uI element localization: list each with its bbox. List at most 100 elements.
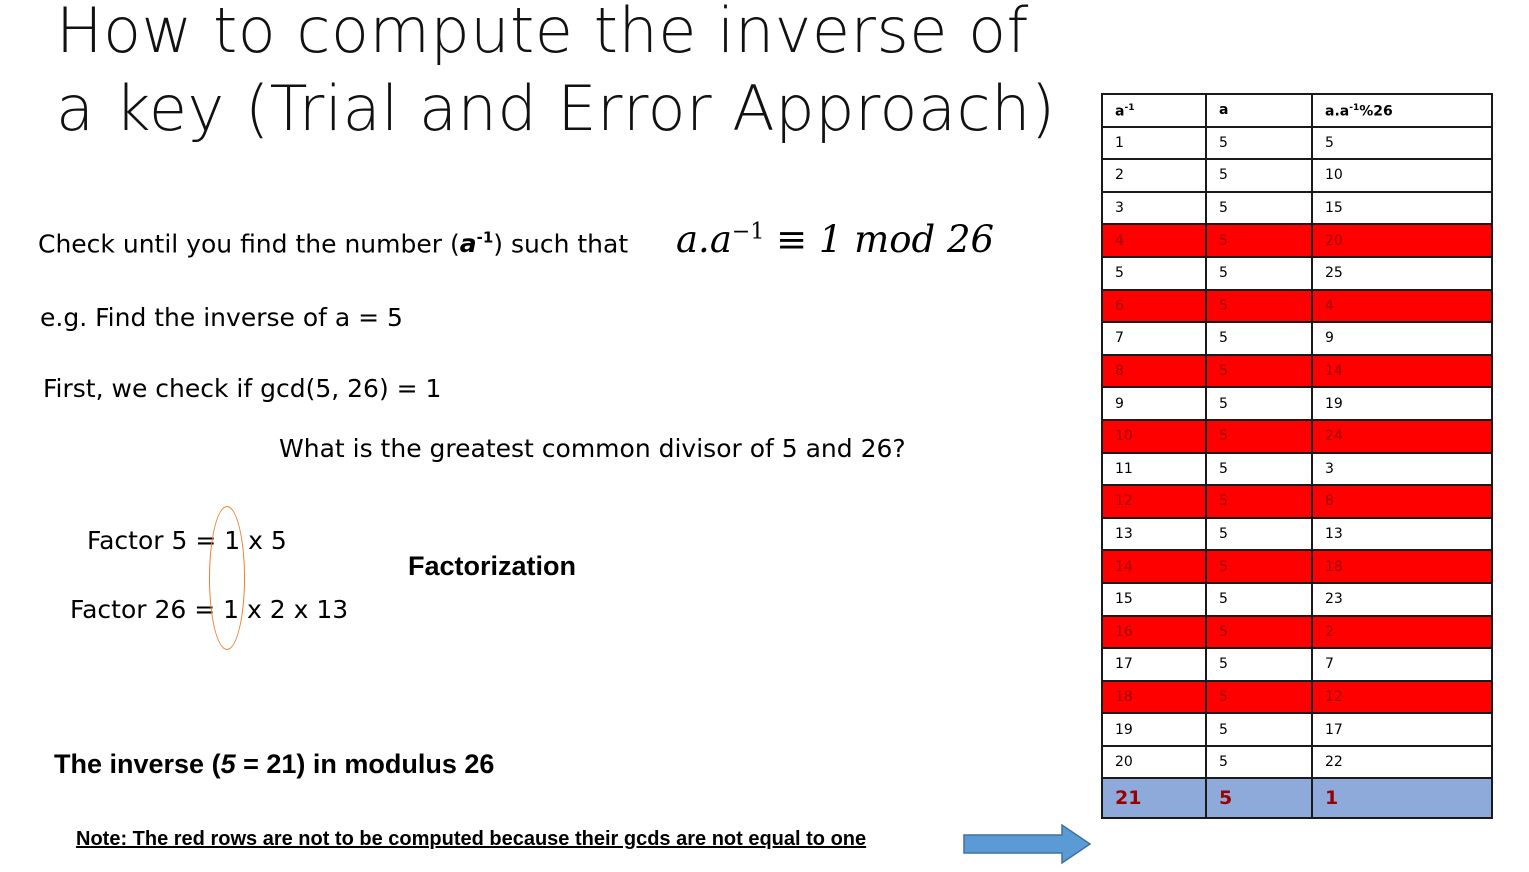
table-row: 19 5 17	[1101, 712, 1493, 747]
check-suffix: ) such that	[493, 229, 629, 259]
product-mod-cell: 4	[1311, 288, 1493, 324]
product-mod-cell: 17	[1311, 712, 1493, 747]
a-cell: 5	[1205, 549, 1313, 584]
a-cell: 5	[1205, 158, 1313, 193]
table-row: 9 5 19	[1101, 386, 1493, 421]
table-row: 8 5 14	[1101, 353, 1493, 389]
table-row: 4 5 20	[1101, 223, 1493, 258]
header-cell-product-mod: a.a-1%26	[1311, 93, 1493, 128]
inverse-cell: 11	[1101, 451, 1207, 487]
formula-base: a.a	[676, 218, 732, 261]
inverse-cell: 7	[1101, 321, 1207, 356]
inverse-cell: 9	[1101, 386, 1207, 421]
a-cell: 5	[1205, 223, 1313, 258]
inverse-cell: 6	[1101, 288, 1207, 324]
check-symbol: a	[459, 229, 477, 259]
inverse-cell: 4	[1101, 223, 1207, 258]
congruence-formula: a.a−1 ≡ 1 mod 26	[676, 218, 994, 261]
a-cell: 5	[1205, 581, 1313, 617]
header-cell-a: a	[1205, 93, 1313, 128]
inverse-cell: 13	[1101, 516, 1207, 552]
gcd-check-text: First, we check if gcd(5, 26) = 1	[43, 374, 442, 403]
inverse-cell: 3	[1101, 190, 1207, 226]
table-row: 20 5 22	[1101, 744, 1493, 780]
inverse-cell: 20	[1101, 744, 1207, 780]
inverse-cell: 5	[1101, 255, 1207, 291]
factor-5: Factor 5 = 1 x 5	[87, 526, 287, 555]
table-row: 15 5 23	[1101, 581, 1493, 617]
table-row: 18 5 12	[1101, 679, 1493, 715]
header-cell-inverse: a-1	[1101, 93, 1207, 128]
a-cell: 5	[1205, 125, 1313, 161]
table-row: 3 5 15	[1101, 190, 1493, 226]
inverse-cell: 8	[1101, 353, 1207, 389]
product-mod-cell: 8	[1311, 484, 1493, 519]
slide-title: How to compute the inverse of a key (Tri…	[56, 0, 1056, 145]
product-mod-cell: 25	[1311, 255, 1493, 291]
inverse-cell: 15	[1101, 581, 1207, 617]
table-row: 17 5 7	[1101, 647, 1493, 682]
inverse-prefix: The inverse (	[54, 749, 221, 779]
table-row: 16 5 2	[1101, 614, 1493, 650]
a-cell: 5	[1205, 353, 1313, 389]
inverse-cell: 19	[1101, 712, 1207, 747]
table-row: 5 5 25	[1101, 255, 1493, 291]
a-cell: 5	[1205, 647, 1313, 682]
a-cell: 5	[1205, 516, 1313, 552]
inverse-cell: 21	[1101, 777, 1207, 820]
check-symbol-exponent: -1	[476, 229, 494, 247]
product-mod-cell: 1	[1311, 777, 1493, 820]
formula-exponent: −1	[731, 219, 765, 245]
table-row: 2 5 10	[1101, 158, 1493, 193]
a-cell: 5	[1205, 255, 1313, 291]
product-mod-cell: 19	[1311, 386, 1493, 421]
inverse-cell: 14	[1101, 549, 1207, 584]
check-instruction: Check until you find the number (a-1) su…	[38, 229, 628, 258]
a-cell: 5	[1205, 777, 1313, 820]
product-mod-cell: 18	[1311, 549, 1493, 584]
example-text: e.g. Find the inverse of a = 5	[40, 303, 403, 332]
table-row: 13 5 13	[1101, 516, 1493, 552]
product-mod-cell: 14	[1311, 353, 1493, 389]
factorization-label: Factorization	[408, 551, 577, 581]
table-row: 12 5 8	[1101, 484, 1493, 519]
product-mod-cell: 10	[1311, 158, 1493, 193]
product-mod-cell: 12	[1311, 679, 1493, 715]
gcd-question: What is the greatest common divisor of 5…	[279, 434, 906, 463]
check-prefix: Check until you find the number (	[38, 229, 460, 259]
table-header-row: a-1 a a.a-1%26	[1101, 93, 1493, 128]
product-mod-cell: 20	[1311, 223, 1493, 258]
inverse-italic: 5	[220, 749, 236, 779]
common-factor-ellipse	[209, 506, 245, 650]
inverse-cell: 12	[1101, 484, 1207, 519]
inverse-cell: 18	[1101, 679, 1207, 715]
table-row: 14 5 18	[1101, 549, 1493, 584]
a-cell: 5	[1205, 712, 1313, 747]
right-arrow-icon	[963, 823, 1092, 865]
a-cell: 5	[1205, 288, 1313, 324]
product-mod-cell: 2	[1311, 614, 1493, 650]
table-row: 10 5 24	[1101, 418, 1493, 454]
a-cell: 5	[1205, 321, 1313, 356]
a-cell: 5	[1205, 190, 1313, 226]
product-mod-cell: 13	[1311, 516, 1493, 552]
product-mod-cell: 24	[1311, 418, 1493, 454]
a-cell: 5	[1205, 451, 1313, 487]
a-cell: 5	[1205, 744, 1313, 780]
inverse-table: a-1 a a.a-1%26 1 5 5 2 5 10 3 5 15 4 5 20 5 5 25 6 5 4 7 5 9…	[1101, 93, 1493, 820]
inverse-suffix: = 21) in modulus 26	[235, 749, 495, 779]
inverse-cell: 17	[1101, 647, 1207, 682]
a-cell: 5	[1205, 418, 1313, 454]
table-row: 11 5 3	[1101, 451, 1493, 487]
formula-rest: ≡ 1 mod 26	[764, 218, 995, 261]
table-row: 21 5 1	[1101, 777, 1493, 820]
product-mod-cell: 22	[1311, 744, 1493, 780]
inverse-cell: 2	[1101, 158, 1207, 193]
inverse-cell: 1	[1101, 125, 1207, 161]
a-cell: 5	[1205, 484, 1313, 519]
note-text: Note: The red rows are not to be compute…	[76, 828, 867, 850]
inverse-result: The inverse (5 = 21) in modulus 26	[54, 749, 494, 780]
